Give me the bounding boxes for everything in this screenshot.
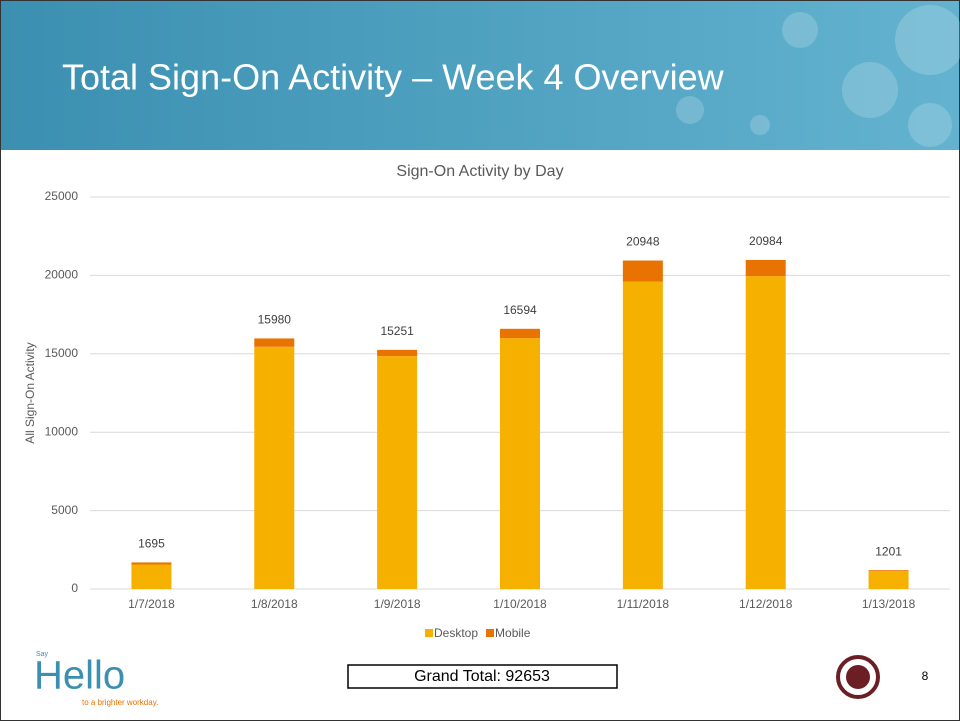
total-label: 20984 bbox=[749, 234, 783, 248]
legend-label: Desktop bbox=[434, 626, 478, 640]
x-tick-label: 1/10/2018 bbox=[493, 597, 547, 611]
logo-small: Say bbox=[36, 651, 49, 658]
bar-segment bbox=[622, 260, 663, 282]
slide-title: Total Sign-On Activity – Week 4 Overview bbox=[62, 57, 725, 98]
header-bubbles bbox=[676, 5, 960, 147]
y-tick-label: 0 bbox=[71, 581, 78, 595]
grand-total: Grand Total: 92653 bbox=[414, 668, 550, 685]
legend-swatch bbox=[425, 629, 433, 637]
seal-center bbox=[846, 665, 870, 689]
legend-label: Mobile bbox=[495, 626, 531, 640]
y-tick-label: 20000 bbox=[45, 268, 79, 282]
legend-swatch bbox=[486, 629, 495, 637]
total-label: 1695 bbox=[138, 537, 165, 551]
bar-segment bbox=[745, 259, 786, 277]
bar-segment bbox=[622, 281, 663, 589]
plot: 0 5000 10000 15000 20000 25000 1/7/2018 1695 1/8… bbox=[45, 189, 950, 611]
y-tick-label: 25000 bbox=[45, 189, 79, 203]
bar-segment bbox=[254, 338, 295, 347]
grand-total-box bbox=[347, 664, 618, 689]
bar-segment bbox=[377, 356, 418, 589]
bar-segment bbox=[131, 564, 172, 589]
x-tick-label: 1/7/2018 bbox=[128, 597, 175, 611]
page-number: 8 bbox=[922, 669, 929, 683]
header-band bbox=[1, 1, 959, 150]
y-tick-label: 15000 bbox=[45, 346, 79, 360]
logo-tagline: to a brighter workday. bbox=[82, 698, 158, 707]
chart-title: Sign-On Activity by Day bbox=[396, 163, 563, 180]
bar-segment bbox=[131, 562, 172, 565]
x-tick-label: 1/12/2018 bbox=[739, 597, 793, 611]
total-label: 1201 bbox=[875, 544, 902, 558]
bar-segment bbox=[500, 338, 540, 589]
bar-segment bbox=[745, 276, 786, 589]
total-label: 15251 bbox=[380, 324, 414, 338]
bar-segment bbox=[254, 346, 295, 589]
x-tick-label: 1/8/2018 bbox=[251, 597, 298, 611]
bar-segment bbox=[500, 328, 540, 339]
total-label: 15980 bbox=[258, 313, 292, 327]
total-label: 16594 bbox=[503, 303, 537, 317]
x-tick-label: 1/9/2018 bbox=[374, 597, 421, 611]
bar-segment bbox=[377, 349, 418, 357]
y-tick-label: 10000 bbox=[45, 424, 79, 438]
y-axis-label: All Sign-On Activity bbox=[23, 342, 37, 443]
x-tick-label: 1/11/2018 bbox=[617, 597, 670, 611]
x-tick-label: 1/13/2018 bbox=[862, 597, 916, 611]
bar-segment bbox=[868, 570, 909, 571]
total-label: 20948 bbox=[626, 235, 660, 249]
logo-main: Hello bbox=[34, 654, 125, 698]
y-tick-label: 5000 bbox=[51, 503, 78, 517]
legend: Desktop Mobile bbox=[425, 626, 531, 640]
bar-segment bbox=[868, 570, 909, 589]
